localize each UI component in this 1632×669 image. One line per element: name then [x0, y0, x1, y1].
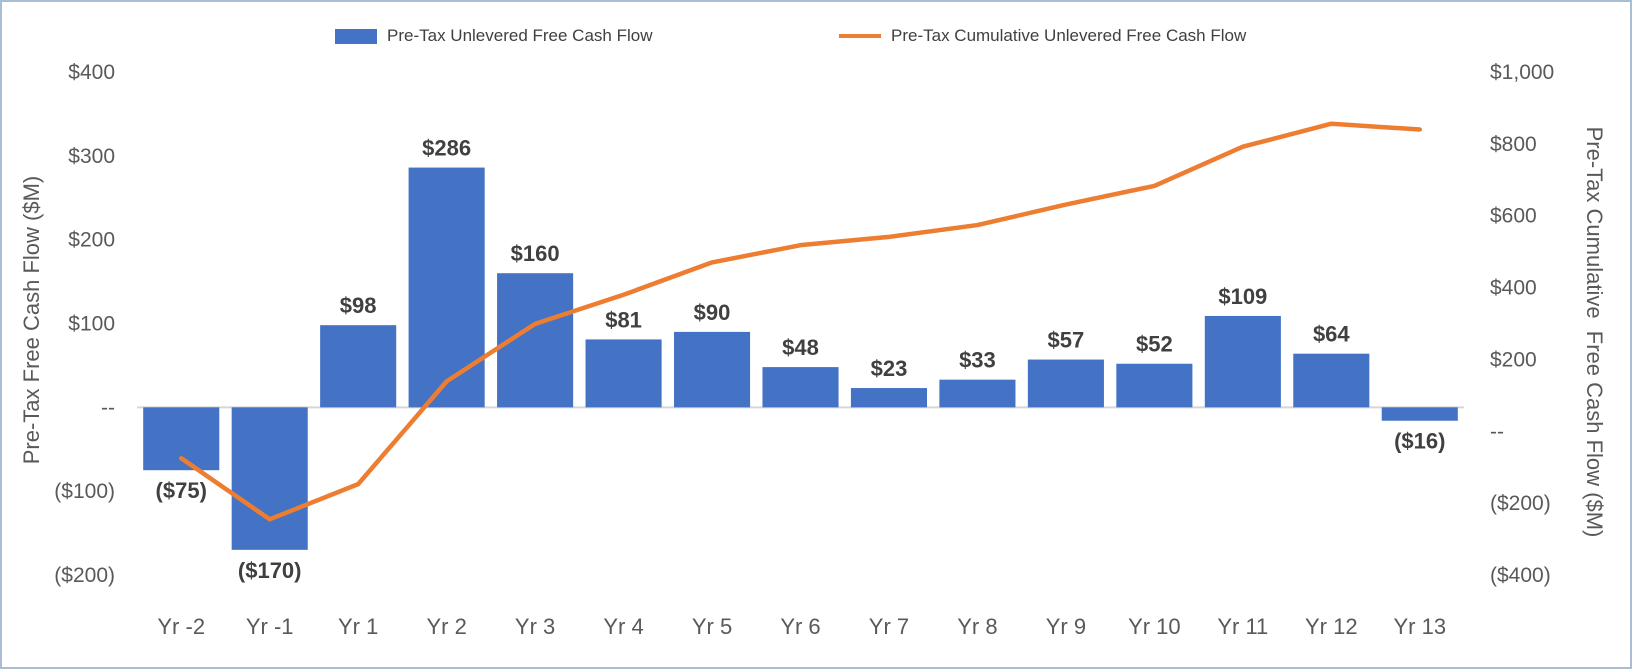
x-axis-label: Yr -2 [157, 614, 205, 639]
bar-data-label: $98 [340, 293, 377, 318]
x-axis-label: Yr 9 [1046, 614, 1086, 639]
left-axis-tick: $200 [68, 229, 115, 252]
right-axis-tick: ($400) [1490, 564, 1551, 587]
x-axis-label: Yr 2 [426, 614, 466, 639]
legend-item-bar-series[interactable]: Pre-Tax Unlevered Free Cash Flow [335, 26, 652, 46]
x-axis-label: Yr 3 [515, 614, 555, 639]
bar-data-label: $81 [605, 307, 642, 332]
bar-yr7[interactable] [850, 388, 928, 408]
bar-data-label: $160 [511, 241, 560, 266]
bar-data-label: $57 [1048, 328, 1085, 353]
bar-yr6[interactable] [762, 367, 839, 408]
bar-data-label: ($16) [1394, 429, 1445, 454]
bar-data-label: $64 [1313, 322, 1350, 347]
bar-yr10[interactable] [1116, 363, 1193, 408]
right-axis-tick: $800 [1490, 133, 1537, 156]
right-axis-tick: $600 [1490, 205, 1537, 228]
bar-yr1[interactable] [320, 325, 397, 408]
bar-data-label: $23 [871, 356, 908, 381]
left-axis-tick: $400 [68, 61, 115, 84]
right-axis-tick: -- [1490, 420, 1504, 443]
bar-yr8[interactable] [939, 379, 1016, 408]
legend-label-line-series: Pre-Tax Cumulative Unlevered Free Cash F… [891, 26, 1247, 45]
x-axis-label: Yr 13 [1393, 614, 1446, 639]
right-axis-tick: $400 [1490, 277, 1537, 300]
left-axis-tick: $100 [68, 313, 115, 336]
right-axis-title: Pre-Tax Cumulative Free Cash Flow ($M) [1582, 126, 1607, 538]
bar-yr-1[interactable] [231, 407, 308, 550]
bar-yr9[interactable] [1027, 359, 1104, 408]
x-axis-label: Yr 7 [869, 614, 909, 639]
bar-yr4[interactable] [585, 339, 662, 408]
bar-data-label: $33 [959, 348, 996, 373]
bar-data-label: ($75) [156, 478, 207, 503]
legend-item-line-series[interactable]: Pre-Tax Cumulative Unlevered Free Cash F… [839, 26, 1246, 46]
bar-yr11[interactable] [1204, 315, 1281, 408]
bar-yr2[interactable] [408, 167, 485, 408]
bar-data-label: $109 [1218, 284, 1267, 309]
x-axis-label: Yr 5 [692, 614, 732, 639]
bar-yr5[interactable] [673, 331, 751, 408]
left-axis-tick: -- [101, 396, 115, 419]
bar-yr12[interactable] [1293, 353, 1370, 408]
line-series-swatch-icon [839, 34, 881, 38]
x-axis-label: Yr 11 [1217, 614, 1268, 639]
bar-data-label: $52 [1136, 332, 1173, 357]
bar-data-label: ($170) [238, 558, 302, 583]
left-axis-tick: ($100) [54, 480, 115, 503]
legend-label-bar-series: Pre-Tax Unlevered Free Cash Flow [387, 26, 653, 45]
x-axis-label: Yr 4 [603, 614, 643, 639]
x-axis-label: Yr 8 [957, 614, 997, 639]
x-axis-label: Yr 10 [1128, 614, 1181, 639]
bar-data-label: $286 [422, 136, 471, 161]
x-axis-label: Yr -1 [246, 614, 294, 639]
bar-data-label: $48 [782, 335, 819, 360]
left-axis-tick: $300 [68, 145, 115, 168]
bar-yr13[interactable] [1381, 407, 1458, 421]
right-axis-tick: $200 [1490, 348, 1537, 371]
cumulative-line[interactable] [178, 121, 1423, 522]
x-axis-label: Yr 1 [338, 614, 378, 639]
x-axis-label: Yr 12 [1305, 614, 1358, 639]
x-axis-label: Yr 6 [780, 614, 820, 639]
left-axis-tick: ($200) [54, 564, 115, 587]
right-axis-tick: $1,000 [1490, 61, 1554, 84]
bar-data-label: $90 [694, 300, 731, 325]
right-axis-tick: ($200) [1490, 492, 1551, 515]
bar-series-swatch-icon [335, 28, 377, 44]
left-axis-title: Pre-Tax Free Cash Flow ($M) [19, 175, 44, 465]
